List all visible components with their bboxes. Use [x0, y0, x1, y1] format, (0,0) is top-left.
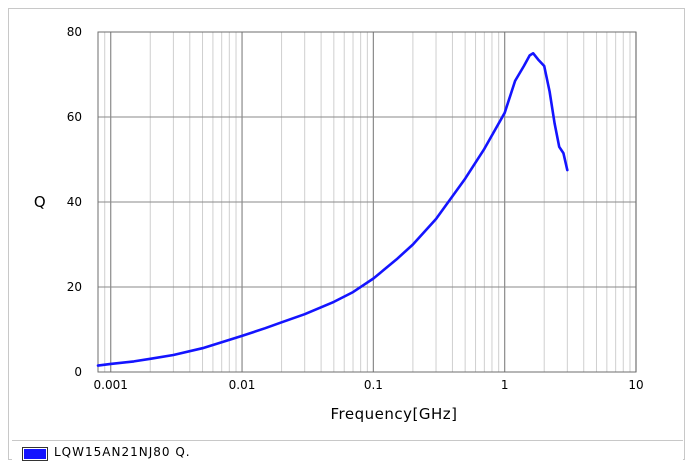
legend-series-label: LQW15AN21NJ80 Q.: [54, 445, 191, 459]
y-tick-label: 80: [67, 25, 82, 39]
x-axis-title: Frequency[GHz]: [331, 405, 458, 423]
x-tick-label: 0.001: [94, 378, 128, 392]
x-tick-label: 0.1: [364, 378, 383, 392]
y-tick-label: 0: [74, 365, 82, 379]
x-tick-label: 10: [628, 378, 643, 392]
x-tick-labels: 0.001 0.01 0.1 1 10: [94, 378, 644, 392]
y-tick-label: 20: [67, 280, 82, 294]
y-tick-label: 60: [67, 110, 82, 124]
x-tick-label: 1: [501, 378, 509, 392]
chart-frame: [8, 8, 685, 460]
y-tick-label: 40: [67, 195, 82, 209]
series-line-q: [96, 51, 569, 367]
x-tick-label: 0.01: [229, 378, 256, 392]
legend: LQW15AN21NJ80 Q.: [12, 440, 683, 464]
series-layer: [96, 51, 569, 367]
y-axis-title: Q: [34, 193, 46, 211]
y-tick-labels: 0 20 40 60 80: [67, 25, 82, 379]
legend-swatch: [22, 447, 48, 461]
plot-area-border: [97, 31, 637, 373]
